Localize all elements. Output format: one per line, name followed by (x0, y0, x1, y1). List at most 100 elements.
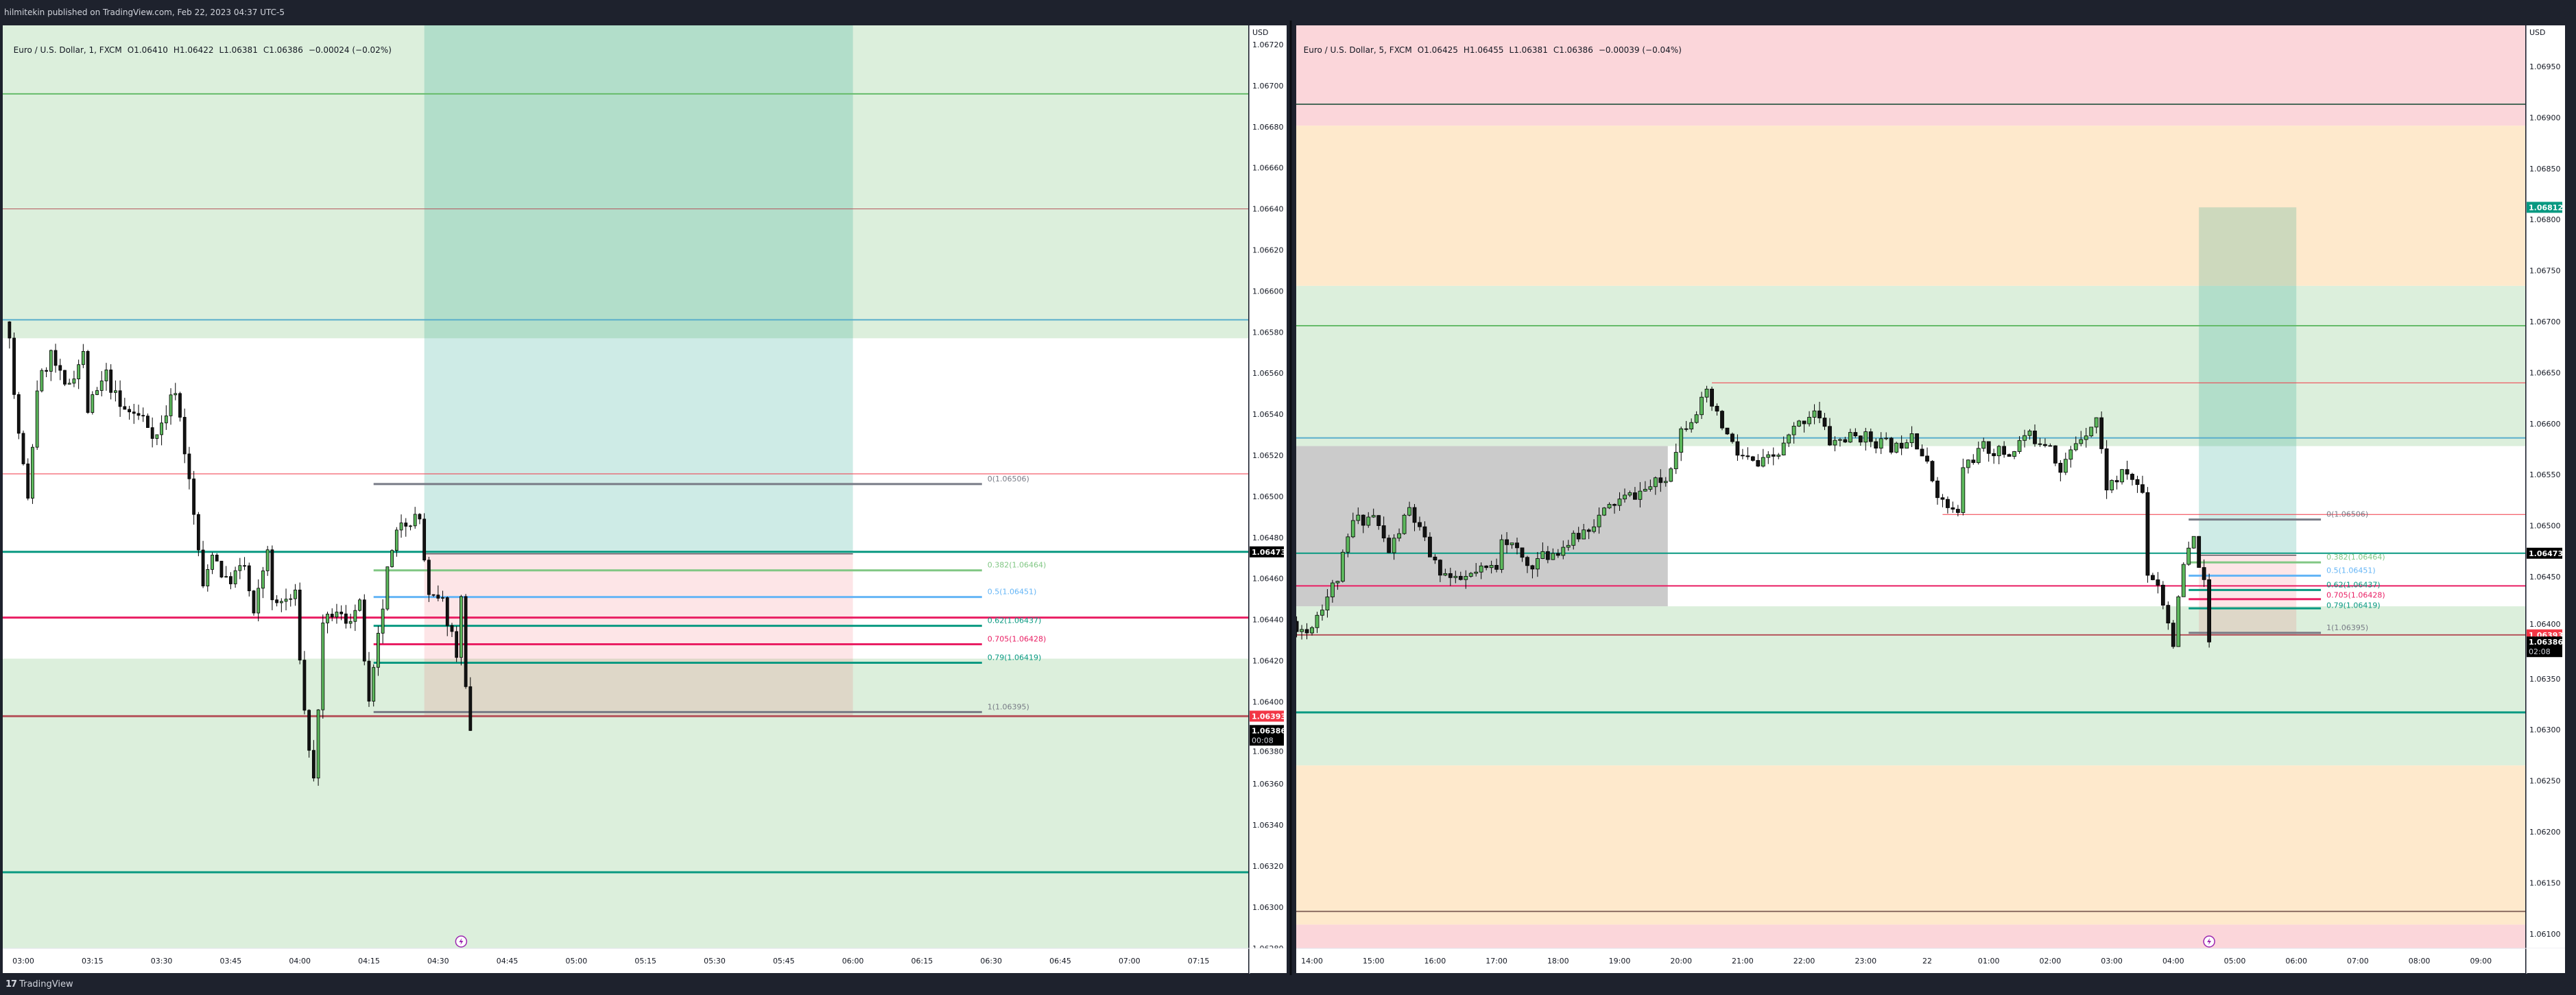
candle[interactable] (2140, 475, 2145, 494)
candle[interactable] (1433, 554, 1438, 564)
candle[interactable] (2181, 562, 2186, 597)
candle[interactable] (404, 518, 408, 537)
candle[interactable] (2058, 460, 2063, 481)
candle[interactable] (2063, 453, 2068, 475)
candle[interactable] (275, 595, 279, 607)
candle[interactable] (1740, 448, 1745, 459)
candle[interactable] (344, 605, 348, 629)
candle[interactable] (1899, 435, 1904, 455)
candle[interactable] (2176, 595, 2181, 647)
candle[interactable] (1750, 455, 1755, 462)
candle[interactable] (445, 596, 449, 636)
candle[interactable] (224, 566, 228, 578)
candle[interactable] (63, 370, 67, 387)
candle[interactable] (1838, 437, 1842, 447)
candle[interactable] (1627, 490, 1632, 497)
candle[interactable] (16, 392, 21, 440)
candle[interactable] (228, 572, 232, 590)
candle[interactable] (394, 527, 398, 557)
candle[interactable] (160, 415, 164, 446)
candle[interactable] (1684, 420, 1689, 432)
candle[interactable] (2186, 541, 2191, 566)
candle[interactable] (49, 349, 53, 381)
candle[interactable] (77, 359, 81, 389)
candle[interactable] (1986, 441, 1991, 462)
candle[interactable] (1648, 479, 1653, 492)
candle[interactable] (1797, 420, 1802, 427)
candle[interactable] (211, 552, 214, 575)
candle[interactable] (164, 405, 168, 430)
candle[interactable] (1448, 567, 1453, 586)
candle[interactable] (53, 344, 58, 373)
candle[interactable] (2114, 475, 2119, 490)
candle[interactable] (298, 582, 302, 664)
candle[interactable] (307, 709, 311, 758)
candle[interactable] (1586, 528, 1591, 540)
candle[interactable] (1940, 494, 1945, 507)
candle[interactable] (12, 332, 16, 399)
candle[interactable] (2125, 460, 2130, 480)
lightning-icon[interactable] (455, 935, 468, 948)
candle[interactable] (1730, 432, 1734, 444)
candle[interactable] (1643, 481, 1647, 492)
candle[interactable] (1520, 547, 1525, 562)
candle[interactable] (321, 614, 325, 719)
candle[interactable] (450, 623, 454, 637)
candle[interactable] (1474, 563, 1479, 577)
candle[interactable] (1915, 433, 1919, 450)
candle[interactable] (1720, 409, 1724, 431)
candle[interactable] (132, 403, 136, 424)
candle[interactable] (2084, 428, 2088, 448)
candle[interactable] (1704, 385, 1709, 403)
candle[interactable] (1407, 501, 1411, 516)
candle[interactable] (1304, 623, 1309, 640)
candle[interactable] (1607, 502, 1612, 510)
candle[interactable] (1566, 540, 1571, 551)
candle[interactable] (196, 512, 200, 557)
right-chart-pane[interactable]: 0(1.06506) 0.382(1.06464) 0.5(1.06451) 0.62… (1285, 25, 2565, 974)
candle[interactable] (1633, 487, 1637, 500)
candle[interactable] (2130, 472, 2134, 485)
candle[interactable] (1745, 447, 1750, 460)
candle[interactable] (431, 594, 436, 597)
candle[interactable] (367, 651, 371, 707)
candle[interactable] (2089, 427, 2094, 437)
candle[interactable] (294, 584, 297, 606)
candle[interactable] (316, 709, 320, 786)
candle[interactable] (1822, 413, 1827, 431)
candle[interactable] (192, 470, 196, 525)
candle[interactable] (178, 392, 182, 422)
candle[interactable] (1320, 604, 1324, 621)
candle[interactable] (1828, 418, 1832, 446)
candle[interactable] (460, 595, 463, 666)
candle[interactable] (1791, 422, 1796, 444)
candle[interactable] (2053, 445, 2058, 466)
candle[interactable] (1966, 459, 1970, 474)
candle[interactable] (1673, 443, 1678, 475)
candle[interactable] (1371, 508, 1376, 518)
price-axis[interactable] (1250, 25, 1287, 948)
plot-area[interactable]: 0(1.06506) 0.382(1.06464) 0.5(1.06451) 0.62… (1285, 25, 2525, 948)
candle[interactable] (1597, 507, 1601, 534)
candle[interactable] (261, 566, 265, 599)
candle[interactable] (26, 458, 30, 501)
candle[interactable] (182, 408, 187, 464)
candle[interactable] (427, 557, 431, 602)
candle[interactable] (2207, 573, 2212, 648)
candle[interactable] (1310, 625, 1314, 636)
candle[interactable] (2171, 620, 2175, 649)
candle[interactable] (1868, 428, 1873, 448)
candle[interactable] (1945, 496, 1950, 514)
candle[interactable] (45, 367, 48, 378)
candle[interactable] (72, 370, 76, 387)
candle[interactable] (109, 364, 113, 400)
time-axis[interactable] (1296, 948, 2525, 973)
candle[interactable] (1540, 542, 1545, 560)
candle[interactable] (206, 564, 210, 592)
candle[interactable] (1812, 404, 1817, 424)
candle[interactable] (1325, 589, 1330, 618)
candle[interactable] (1535, 552, 1540, 577)
candle[interactable] (1331, 579, 1335, 603)
candle[interactable] (1340, 549, 1345, 583)
candle[interactable] (2104, 440, 2109, 499)
